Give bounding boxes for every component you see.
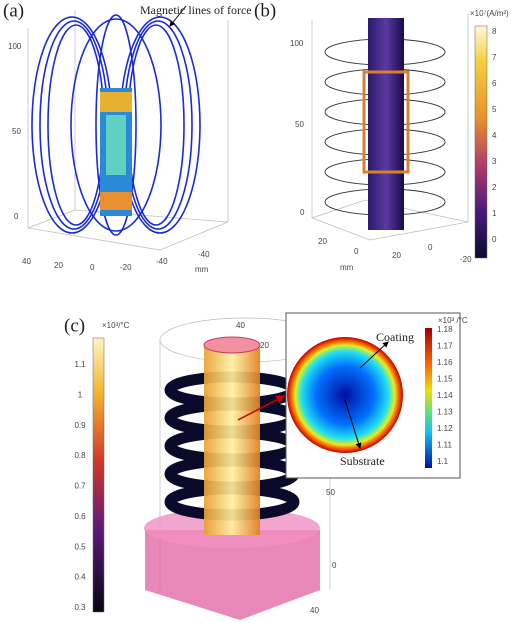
tick-label: -40 — [198, 250, 210, 259]
annotation: Substrate — [340, 454, 385, 468]
tick-label: 0.7 — [74, 482, 86, 491]
tick-label: 0.9 — [74, 421, 86, 430]
annotation: Coating — [376, 330, 414, 344]
tick-label: 4 — [492, 131, 497, 140]
tick-label: 1.1 — [437, 457, 449, 466]
tick-label: mm — [195, 265, 209, 274]
tick-label: 2 — [492, 183, 497, 192]
colorbar-title: ×10³/°C — [102, 321, 130, 330]
tick-label: 1.15 — [437, 375, 453, 384]
tick-label: 1.16 — [437, 358, 453, 367]
panel-b — [311, 14, 488, 259]
tick-label: mm — [340, 263, 354, 272]
tick-label: 1.11 — [437, 441, 453, 450]
tick-label: 5 — [492, 105, 497, 114]
tick-label: 50 — [326, 488, 335, 497]
tick-label: 1 — [492, 209, 497, 218]
tick-label: 1.12 — [437, 424, 453, 433]
tick-label: 50 — [295, 120, 304, 129]
tick-label: 0 — [14, 212, 19, 221]
tick-label: 100 — [290, 39, 304, 48]
tick-label: 0 — [354, 247, 359, 256]
tick-label: 40 — [22, 257, 31, 266]
panel-label: (a) — [3, 0, 24, 21]
tick-label: 7 — [492, 53, 497, 62]
labels: (a) Magnetic lines of force (b) ×10⁷(A/m… — [3, 0, 509, 467]
tick-label: 6 — [492, 79, 497, 88]
tick-label: -20 — [120, 263, 132, 272]
tick-label: 100 — [8, 42, 22, 51]
tick-label: -40 — [156, 257, 168, 266]
tick-label: 20 — [392, 251, 401, 260]
tick-label: 1.14 — [437, 391, 453, 400]
panel-label: (c) — [64, 315, 85, 336]
tick-label: 1.17 — [437, 342, 453, 351]
tick-label: 8 — [492, 27, 497, 36]
tick-label: 0 — [428, 243, 433, 252]
tick-label: 0.3 — [74, 603, 86, 612]
tick-label: 3 — [492, 157, 497, 166]
tick-label: 0.8 — [74, 451, 86, 460]
panel-a — [27, 5, 229, 251]
panel-c — [92, 312, 461, 620]
tick-label: 1.18 — [437, 325, 453, 334]
tick-label: 40 — [310, 606, 319, 615]
tick-label: 1 — [78, 390, 83, 399]
tick-label: 0 — [492, 235, 497, 244]
tick-label: 40 — [236, 321, 245, 330]
panel-label: (b) — [254, 0, 276, 21]
colorbar-title: ×10⁷(A/m²) — [470, 9, 509, 18]
tick-label: 0 — [300, 208, 305, 217]
annotation: Magnetic lines of force — [140, 3, 252, 17]
tick-label: 20 — [260, 341, 269, 350]
colorbar-title: ×10³ /°C — [438, 316, 468, 325]
tick-label: 20 — [318, 237, 327, 246]
tick-label: 1.1 — [74, 360, 86, 369]
tick-label: 1.13 — [437, 408, 453, 417]
tick-label: 0.6 — [74, 512, 86, 521]
tick-label: 20 — [54, 261, 63, 270]
tick-label: 0.5 — [74, 542, 86, 551]
tick-label: 50 — [12, 127, 21, 136]
tick-label: 0.4 — [74, 573, 86, 582]
tick-label: 0 — [332, 561, 337, 570]
tick-label: 0 — [90, 263, 95, 272]
tick-label: -20 — [460, 255, 472, 264]
